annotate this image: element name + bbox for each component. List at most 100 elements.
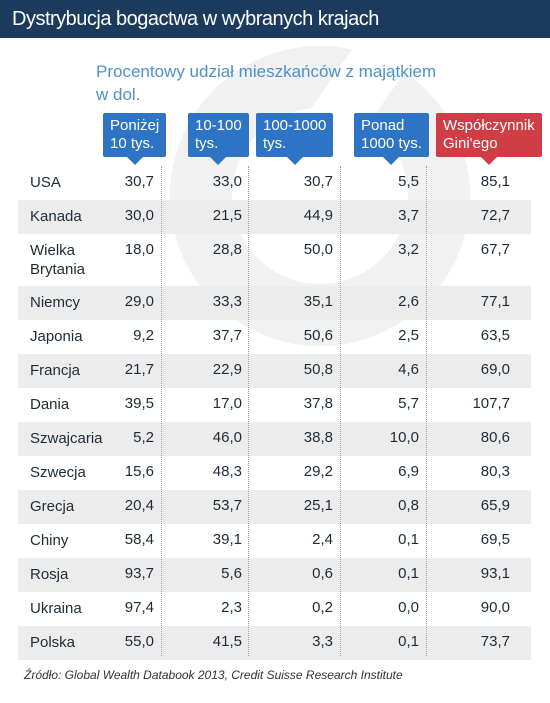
value-cell: 2,4	[312, 531, 333, 548]
value-cell: 37,7	[212, 327, 242, 344]
country-label: Szwajcaria	[30, 430, 103, 447]
value-cell: 17,0	[212, 395, 242, 412]
value-cell: 55,0	[124, 633, 154, 650]
country-label: Wielka Brytania	[30, 242, 86, 278]
value-cell: 80,6	[480, 429, 510, 446]
table-row: Niemcy 29,0 33,3 35,1 2,6 77,1	[18, 286, 531, 320]
table-row: Szwecja 15,6 48,3 29,2 6,9 80,3	[18, 456, 531, 490]
country-label: Rosja	[30, 566, 69, 583]
column-divider	[161, 166, 162, 656]
value-cell: 41,5	[212, 633, 242, 650]
table-row: Polska 55,0 41,5 3,3 0,1 73,7	[18, 626, 531, 660]
table-row: Japonia 9,2 37,7 50,6 2,5 63,5	[18, 320, 531, 354]
value-cell: 2,5	[398, 327, 419, 344]
subtitle: Procentowy udział mieszkańców z majątkie…	[96, 60, 456, 106]
value-cell: 50,8	[303, 361, 333, 378]
value-cell: 28,8	[212, 241, 242, 258]
table-row: Wielka Brytania 18,0 28,8 50,0 3,2 67,7	[18, 234, 531, 286]
table-row: Chiny 58,4 39,1 2,4 0,1 69,5	[18, 524, 531, 558]
value-cell: 48,3	[212, 463, 242, 480]
value-cell: 107,7	[472, 395, 510, 412]
value-cell: 3,2	[398, 241, 419, 258]
value-cell: 53,7	[212, 497, 242, 514]
value-cell: 93,7	[124, 565, 154, 582]
value-cell: 5,6	[221, 565, 242, 582]
value-cell: 38,8	[303, 429, 333, 446]
value-cell: 0,1	[398, 633, 419, 650]
value-cell: 18,0	[124, 241, 154, 258]
value-cell: 97,4	[124, 599, 154, 616]
value-cell: 63,5	[480, 327, 510, 344]
country-label: Japonia	[30, 328, 83, 345]
table-row: Dania 39,5 17,0 37,8 5,7 107,7	[18, 388, 531, 422]
value-cell: 25,1	[303, 497, 333, 514]
value-cell: 30,7	[303, 173, 333, 190]
value-cell: 0,6	[312, 565, 333, 582]
value-cell: 0,1	[398, 565, 419, 582]
value-cell: 80,3	[480, 463, 510, 480]
country-label: Niemcy	[30, 294, 81, 311]
column-header-line-1: Poniżej	[110, 117, 160, 134]
value-cell: 0,1	[398, 531, 419, 548]
country-label: Kanada	[30, 208, 82, 225]
table-row: Ukraina 97,4 2,3 0,2 0,0 90,0	[18, 592, 531, 626]
value-cell: 5,5	[398, 173, 419, 190]
column-header-line-2: 1000 tys.	[361, 135, 422, 152]
country-label: Szwecja	[30, 464, 86, 481]
column-header-gini: Współczynnik Gini'ego	[436, 113, 542, 165]
column-header-line-1: Współczynnik	[443, 117, 535, 134]
table-row: Grecja 20,4 53,7 25,1 0,8 65,9	[18, 490, 531, 524]
title-bar: Dystrybucja bogactwa w wybranych krajach	[0, 0, 550, 38]
value-cell: 33,0	[212, 173, 242, 190]
value-cell: 3,3	[312, 633, 333, 650]
value-cell: 29,2	[303, 463, 333, 480]
value-cell: 10,0	[389, 429, 419, 446]
column-header-line-2: tys.	[195, 135, 219, 152]
value-cell: 0,8	[398, 497, 419, 514]
value-cell: 3,7	[398, 207, 419, 224]
value-cell: 44,9	[303, 207, 333, 224]
column-divider	[340, 166, 341, 656]
value-cell: 39,1	[212, 531, 242, 548]
value-cell: 77,1	[480, 293, 510, 310]
value-cell: 46,0	[212, 429, 242, 446]
value-cell: 6,9	[398, 463, 419, 480]
country-label: Polska	[30, 634, 76, 651]
value-cell: 9,2	[133, 327, 154, 344]
value-cell: 90,0	[480, 599, 510, 616]
value-cell: 39,5	[124, 395, 154, 412]
country-label: Grecja	[30, 498, 75, 515]
column-header-line-2: Gini'ego	[443, 135, 498, 152]
column-header-line-2: 10 tys.	[110, 135, 155, 152]
value-cell: 69,0	[480, 361, 510, 378]
value-cell: 37,8	[303, 395, 333, 412]
value-cell: 58,4	[124, 531, 154, 548]
table-row: USA 30,7 33,0 30,7 5,5 85,1	[18, 166, 531, 200]
value-cell: 67,7	[480, 241, 510, 258]
value-cell: 29,0	[124, 293, 154, 310]
value-cell: 0,2	[312, 599, 333, 616]
value-cell: 5,2	[133, 429, 154, 446]
value-cell: 93,1	[480, 565, 510, 582]
page-title: Dystrybucja bogactwa w wybranych krajach	[12, 8, 379, 30]
value-cell: 65,9	[480, 497, 510, 514]
value-cell: 50,6	[303, 327, 333, 344]
country-label: Dania	[30, 396, 70, 413]
value-cell: 20,4	[124, 497, 154, 514]
value-cell: 5,7	[398, 395, 419, 412]
column-header-line-1: 10-100	[195, 117, 242, 134]
column-header-over-1000k: Ponad 1000 tys.	[354, 113, 429, 165]
column-header-line-2: tys.	[263, 135, 287, 152]
value-cell: 30,7	[124, 173, 154, 190]
value-cell: 85,1	[480, 173, 510, 190]
column-divider	[248, 166, 249, 656]
value-cell: 0,0	[398, 599, 419, 616]
country-label: Ukraina	[30, 600, 82, 617]
value-cell: 2,6	[398, 293, 419, 310]
column-header-100-1000k: 100-1000 tys.	[256, 113, 334, 165]
value-cell: 4,6	[398, 361, 419, 378]
value-cell: 21,5	[212, 207, 242, 224]
value-cell: 2,3	[221, 599, 242, 616]
subtitle-line-2: w dol.	[96, 85, 141, 104]
table-row: Francja 21,7 22,9 50,8 4,6 69,0	[18, 354, 531, 388]
